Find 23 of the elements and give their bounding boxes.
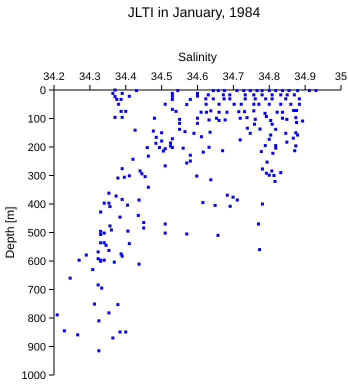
- x-tick-label: 34.8: [258, 71, 280, 83]
- x-axis-title: Salinity: [178, 50, 217, 64]
- y-tick-label: 200: [28, 142, 46, 154]
- x-tick-label: 34.3: [79, 71, 101, 83]
- y-tick-label: 500: [28, 228, 46, 240]
- x-tick-label: 34.9: [294, 71, 316, 83]
- y-axis-title: Depth [m]: [3, 206, 17, 259]
- x-tick-label: 34.5: [150, 71, 172, 83]
- x-tick-label: 34.6: [186, 71, 208, 83]
- y-tick-label: 400: [28, 199, 46, 211]
- y-tick-label: 300: [28, 170, 46, 182]
- y-tick-label: 800: [28, 313, 46, 325]
- y-tick-label: 0: [40, 85, 46, 97]
- y-tick-label: 100: [28, 114, 46, 126]
- y-tick-label: 1000: [22, 370, 46, 382]
- y-tick-label: 700: [28, 284, 46, 296]
- x-tick-label: 34.7: [222, 71, 244, 83]
- x-tick-label: 34.4: [115, 71, 136, 83]
- y-tick-label: 900: [28, 342, 46, 354]
- x-tick-label: 35: [334, 71, 348, 83]
- y-tick-label: 600: [28, 256, 46, 268]
- x-tick-label: 34.2: [43, 71, 65, 83]
- chart-title: JLTI in January, 1984: [128, 4, 260, 20]
